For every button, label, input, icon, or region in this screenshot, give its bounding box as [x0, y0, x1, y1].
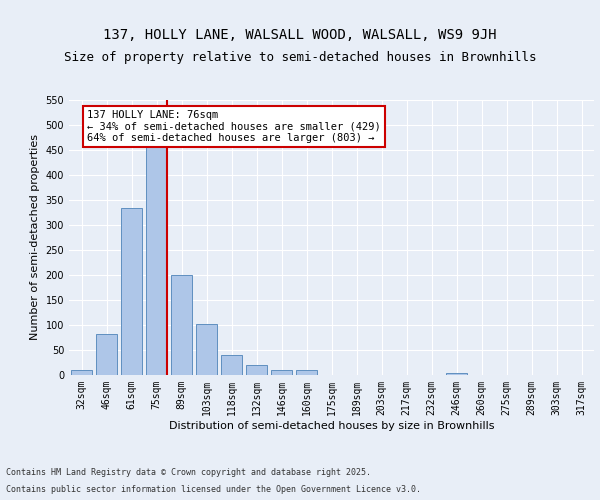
- Bar: [271, 370, 292, 375]
- Bar: [246, 365, 267, 375]
- Bar: [221, 355, 242, 375]
- Bar: [71, 370, 92, 375]
- Text: 137, HOLLY LANE, WALSALL WOOD, WALSALL, WS9 9JH: 137, HOLLY LANE, WALSALL WOOD, WALSALL, …: [103, 28, 497, 42]
- Text: Contains HM Land Registry data © Crown copyright and database right 2025.: Contains HM Land Registry data © Crown c…: [6, 468, 371, 477]
- Bar: [196, 324, 217, 375]
- Bar: [96, 334, 117, 375]
- Bar: [296, 370, 317, 375]
- Bar: [446, 373, 467, 375]
- X-axis label: Distribution of semi-detached houses by size in Brownhills: Distribution of semi-detached houses by …: [169, 420, 494, 430]
- Bar: [171, 274, 192, 375]
- Text: 137 HOLLY LANE: 76sqm
← 34% of semi-detached houses are smaller (429)
64% of sem: 137 HOLLY LANE: 76sqm ← 34% of semi-deta…: [87, 110, 381, 143]
- Y-axis label: Number of semi-detached properties: Number of semi-detached properties: [30, 134, 40, 340]
- Bar: [146, 146, 167, 375]
- Bar: [121, 208, 142, 375]
- Text: Contains public sector information licensed under the Open Government Licence v3: Contains public sector information licen…: [6, 486, 421, 494]
- Text: Size of property relative to semi-detached houses in Brownhills: Size of property relative to semi-detach…: [64, 51, 536, 64]
